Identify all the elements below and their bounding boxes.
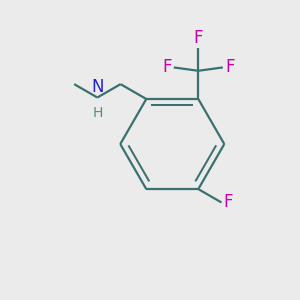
Text: F: F	[224, 194, 233, 211]
Text: F: F	[162, 58, 171, 76]
Text: H: H	[92, 106, 103, 120]
Text: F: F	[225, 58, 235, 76]
Text: F: F	[194, 29, 203, 47]
Text: N: N	[91, 78, 104, 96]
